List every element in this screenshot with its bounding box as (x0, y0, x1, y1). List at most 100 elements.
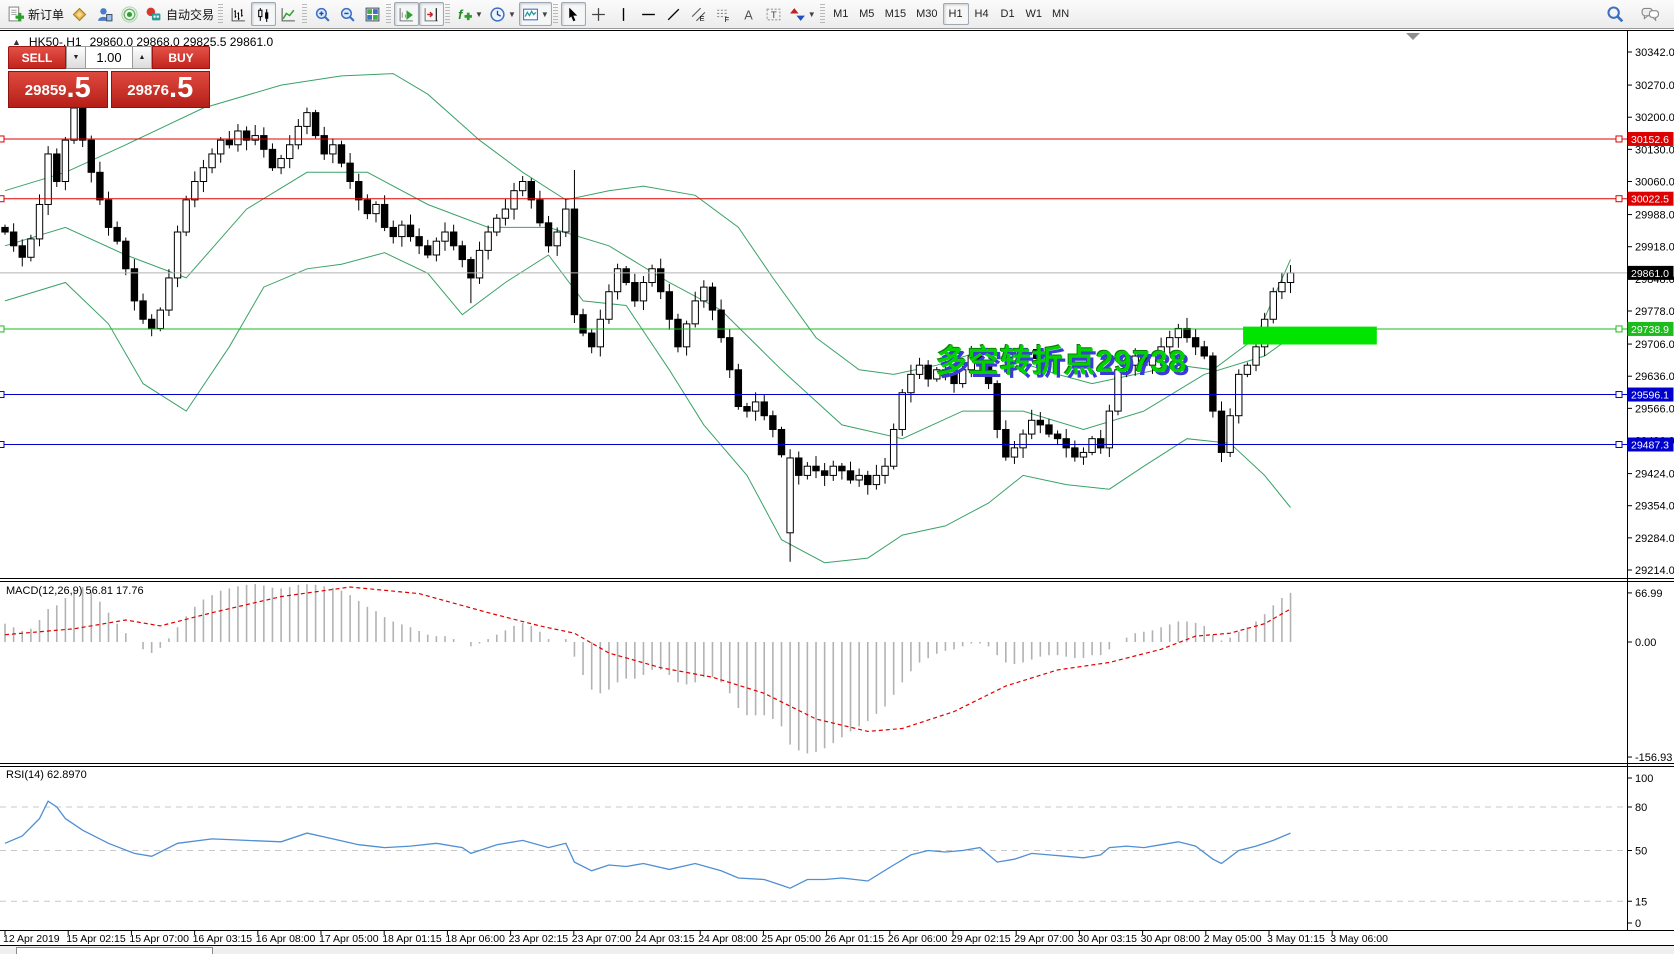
collapse-icon[interactable]: ▲ (12, 37, 21, 47)
svg-text:29487.3: 29487.3 (1631, 439, 1669, 451)
seal-icon (71, 6, 88, 23)
tile-windows-button[interactable] (360, 2, 385, 26)
chevron-down-icon[interactable]: ▼ (540, 9, 549, 19)
timeframe-m1[interactable]: M1 (833, 8, 849, 20)
svg-text:12 Apr 2019: 12 Apr 2019 (3, 933, 60, 945)
scrollbar-thumb[interactable] (16, 947, 213, 954)
svg-text:25 Apr 05:00: 25 Apr 05:00 (761, 933, 821, 945)
sell-button[interactable]: SELL (8, 46, 66, 69)
hline-icon (640, 6, 657, 23)
macd-pane: 66.99 0.00 -156.93 (4, 584, 1672, 764)
svg-text:26 Apr 01:15: 26 Apr 01:15 (825, 933, 885, 945)
sell-price-fraction: .5 (66, 72, 91, 104)
autoscroll-icon (398, 6, 415, 23)
svg-text:3 May 06:00: 3 May 06:00 (1330, 933, 1388, 945)
seal-button[interactable] (67, 2, 92, 26)
new-order-button-label: 新订单 (28, 7, 65, 22)
doc-plus-icon (7, 6, 24, 23)
svg-text:17 Apr 05:00: 17 Apr 05:00 (319, 933, 379, 945)
horizontal-line-button[interactable] (636, 2, 661, 26)
svg-text:3 May 01:15: 3 May 01:15 (1267, 933, 1325, 945)
rsi-line (4, 800, 1291, 889)
chart-symbol-period: HK50-,H1 (28, 35, 82, 49)
arrows-button[interactable]: ▼ (786, 2, 819, 26)
chevron-down-icon[interactable]: ▼ (475, 9, 483, 19)
fibo-icon (715, 6, 732, 23)
indicators-button[interactable]: ▼ (453, 2, 486, 26)
periods-button[interactable]: ▼ (486, 2, 519, 26)
textT-icon (765, 6, 782, 23)
toolbar-right-group (1602, 2, 1662, 26)
macd-signal-line (4, 586, 1291, 733)
chart-background (0, 29, 1674, 945)
auto-trading-button[interactable]: 自动交易 (142, 2, 217, 26)
vertical-line-button[interactable] (611, 2, 636, 26)
timeframe-w1[interactable]: W1 (1025, 8, 1043, 20)
chat-icon[interactable] (1637, 2, 1662, 26)
buy-price-button[interactable]: 29876.5 (110, 71, 210, 108)
chevron-down-icon[interactable]: ▼ (507, 9, 516, 19)
toolbar-group: ▼ (560, 2, 819, 26)
one-click-trading-panel: SELL ▼ 1.00 ▲ BUY 29859.5 29876.5 (8, 46, 210, 108)
cursor-button[interactable] (560, 2, 586, 26)
annotation-anchor[interactable] (1033, 349, 1043, 359)
bar-chart-button[interactable] (226, 2, 251, 26)
svg-text:18 Apr 06:00: 18 Apr 06:00 (445, 933, 505, 945)
buy-button[interactable]: BUY (152, 46, 210, 69)
macd-indicator-label: MACD(12,26,9) 56.81 17.76 (6, 585, 144, 597)
fibonacci-button[interactable] (711, 2, 736, 26)
person-icon (96, 6, 113, 23)
sell-price-button[interactable]: 29859.5 (8, 71, 108, 108)
timeframe-h4[interactable]: H4 (974, 8, 989, 20)
chart-shift-marker[interactable] (1406, 33, 1420, 40)
timeframe-h1[interactable]: H1 (942, 3, 969, 25)
text-label-button[interactable] (761, 2, 786, 26)
market-watch-button[interactable] (92, 2, 117, 26)
line-chart-button[interactable] (276, 2, 301, 26)
volume-increase-button[interactable]: ▲ (132, 46, 152, 69)
crosshair-icon (590, 6, 607, 23)
timeframe-m15[interactable]: M15 (884, 8, 907, 20)
svg-text:15 Apr 07:00: 15 Apr 07:00 (129, 933, 189, 945)
vline-icon (615, 6, 632, 23)
toolbar-group (394, 2, 445, 26)
zoom-in-button[interactable] (310, 2, 335, 26)
clock-icon (489, 6, 506, 23)
text-button[interactable] (736, 2, 761, 26)
equidistant-channel-button[interactable] (686, 2, 711, 26)
svg-text:-156.93: -156.93 (1635, 752, 1672, 764)
trendline-button[interactable] (661, 2, 686, 26)
price-level-lines[interactable] (0, 135, 1627, 448)
signals-button[interactable] (117, 2, 142, 26)
svg-text:50: 50 (1635, 846, 1647, 858)
timeframe-mn[interactable]: MN (1052, 8, 1070, 20)
svg-text:29778.0: 29778.0 (1635, 306, 1674, 318)
bollinger-lower (4, 252, 1291, 564)
chevron-down-icon[interactable]: ▼ (807, 9, 816, 19)
auto-scroll-button[interactable] (394, 2, 420, 26)
svg-text:29861.0: 29861.0 (1631, 268, 1669, 280)
new-order-button[interactable]: 新订单 (4, 2, 67, 26)
templates-button[interactable]: ▼ (518, 2, 552, 26)
svg-text:30342.0: 30342.0 (1635, 47, 1674, 59)
chart-text-annotation[interactable]: 多空转折点29738 (936, 344, 1188, 379)
chart-shift-button[interactable] (419, 2, 445, 26)
crosshair-button[interactable] (586, 2, 611, 26)
search-icon[interactable] (1602, 2, 1627, 26)
volume-decrease-button[interactable]: ▼ (66, 46, 86, 69)
toolbar-group: 新订单 自动交易 (4, 2, 217, 26)
tiles-icon (364, 6, 381, 23)
svg-text:29738.9: 29738.9 (1631, 324, 1669, 336)
svg-text:29706.0: 29706.0 (1635, 339, 1674, 351)
svg-text:29566.0: 29566.0 (1635, 403, 1674, 415)
green-zone-rectangle[interactable] (1243, 326, 1377, 345)
autotrade-icon (145, 6, 162, 23)
volume-input[interactable]: 1.00 (86, 46, 132, 69)
timeframe-d1[interactable]: D1 (1000, 8, 1015, 20)
candlestick-chart-button[interactable] (251, 2, 277, 26)
timeframe-m30[interactable]: M30 (916, 8, 938, 20)
timeframe-m5[interactable]: M5 (859, 8, 875, 20)
zoom-out-button[interactable] (335, 2, 360, 26)
search-icon (1606, 5, 1624, 23)
